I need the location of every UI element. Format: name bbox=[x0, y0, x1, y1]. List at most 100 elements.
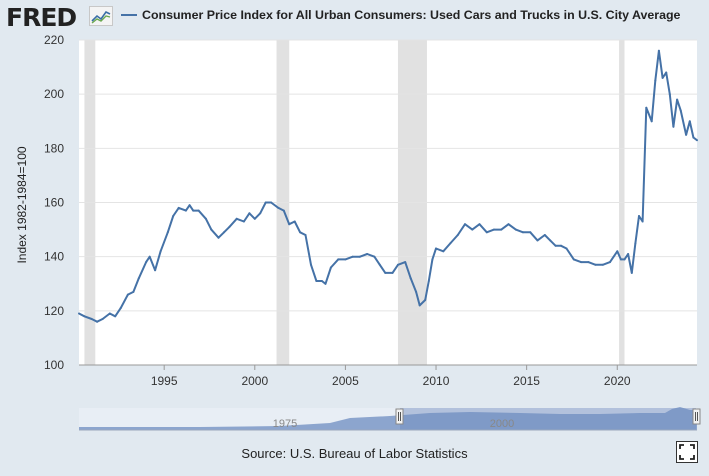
x-axis-ticks: 1995 2000 2005 2010 2015 2020 bbox=[151, 365, 631, 388]
navigator-label-left: 1975 bbox=[273, 418, 297, 430]
data-point bbox=[692, 136, 695, 139]
y-axis-ticks: 100 120 140 160 180 200 220 bbox=[44, 33, 64, 372]
data-point bbox=[685, 133, 688, 136]
data-point bbox=[310, 263, 312, 266]
data-point bbox=[277, 206, 280, 209]
data-point bbox=[543, 234, 546, 236]
data-points bbox=[78, 49, 698, 323]
data-point bbox=[696, 139, 698, 142]
y-tick-label: 100 bbox=[44, 358, 64, 372]
data-point bbox=[188, 204, 191, 207]
legend[interactable]: Consumer Price Index for All Urban Consu… bbox=[121, 8, 680, 22]
data-point bbox=[114, 315, 117, 318]
data-point bbox=[248, 212, 251, 215]
data-point bbox=[366, 253, 369, 255]
data-point bbox=[650, 120, 653, 123]
data-point bbox=[493, 228, 495, 231]
data-point bbox=[223, 231, 225, 234]
data-point bbox=[676, 98, 679, 101]
y-tick-label: 120 bbox=[44, 304, 64, 318]
x-tick-label: 2020 bbox=[604, 374, 631, 388]
data-point bbox=[645, 106, 648, 109]
y-tick-label: 140 bbox=[44, 250, 64, 264]
data-point bbox=[456, 234, 459, 236]
data-point bbox=[78, 312, 80, 315]
data-point bbox=[373, 255, 376, 258]
data-point bbox=[210, 228, 213, 231]
range-navigator[interactable]: 1975 2000 bbox=[0, 400, 709, 436]
data-point bbox=[235, 217, 238, 220]
data-point bbox=[549, 239, 552, 242]
data-point bbox=[288, 223, 291, 226]
series-line bbox=[78, 49, 698, 323]
y-tick-label: 220 bbox=[44, 33, 64, 47]
x-tick-label: 2000 bbox=[241, 374, 268, 388]
navigator-handle-left[interactable] bbox=[395, 408, 404, 425]
data-point bbox=[601, 263, 604, 266]
chart-header: FRED Consumer Price Index for All Urban … bbox=[0, 0, 709, 34]
data-point bbox=[184, 209, 187, 212]
data-point bbox=[657, 49, 660, 52]
data-point bbox=[83, 315, 86, 318]
data-point bbox=[101, 318, 104, 320]
data-point bbox=[320, 280, 323, 282]
data-point bbox=[431, 258, 434, 261]
data-point bbox=[270, 201, 273, 204]
data-point bbox=[391, 271, 394, 274]
legend-label: Consumer Price Index for All Urban Consu… bbox=[142, 8, 681, 22]
data-point bbox=[159, 250, 162, 253]
data-point bbox=[665, 71, 668, 74]
data-point bbox=[132, 290, 135, 293]
data-point bbox=[397, 263, 399, 266]
data-point bbox=[580, 261, 582, 264]
fullscreen-icon[interactable] bbox=[676, 441, 698, 463]
navigator-label-right: 2000 bbox=[490, 418, 514, 430]
data-point bbox=[126, 293, 129, 296]
data-point bbox=[627, 253, 630, 255]
data-point bbox=[253, 217, 256, 220]
grid-lines bbox=[79, 39, 697, 366]
data-point bbox=[634, 242, 637, 245]
data-point bbox=[264, 201, 267, 204]
data-point bbox=[485, 231, 488, 234]
data-point bbox=[299, 231, 302, 234]
data-point bbox=[166, 231, 169, 234]
data-point bbox=[217, 236, 220, 239]
data-point bbox=[641, 220, 644, 223]
x-tick-label: 2015 bbox=[513, 374, 540, 388]
data-point bbox=[654, 79, 657, 82]
data-point bbox=[197, 209, 200, 212]
data-point bbox=[424, 299, 427, 301]
data-point bbox=[427, 280, 430, 282]
data-point bbox=[90, 318, 93, 320]
data-point bbox=[329, 266, 332, 269]
data-point bbox=[358, 255, 361, 258]
navigator-handle-right[interactable] bbox=[692, 408, 701, 425]
line-graph-icon bbox=[89, 6, 113, 26]
main-chart[interactable]: 100 120 140 160 180 200 220 1995 2000 2005 2010 20… bbox=[0, 30, 709, 400]
data-point bbox=[616, 250, 619, 253]
y-tick-label: 200 bbox=[44, 87, 64, 101]
data-point bbox=[619, 258, 622, 261]
data-point bbox=[536, 239, 539, 242]
data-point bbox=[514, 228, 517, 231]
data-point bbox=[594, 263, 597, 266]
data-point bbox=[609, 261, 611, 264]
data-point bbox=[145, 261, 148, 264]
data-point bbox=[679, 109, 682, 112]
data-point bbox=[560, 244, 563, 247]
data-point bbox=[324, 282, 327, 285]
data-point bbox=[672, 125, 675, 128]
data-point bbox=[522, 231, 524, 234]
data-point bbox=[96, 320, 99, 323]
fred-logo[interactable]: FRED bbox=[6, 3, 77, 32]
data-point bbox=[529, 231, 532, 234]
data-point bbox=[638, 215, 640, 217]
data-point bbox=[177, 206, 180, 209]
data-point bbox=[154, 269, 157, 272]
data-point bbox=[344, 258, 347, 261]
data-point bbox=[668, 93, 671, 96]
data-point bbox=[108, 312, 111, 315]
data-point bbox=[449, 242, 452, 245]
data-point bbox=[315, 280, 318, 282]
